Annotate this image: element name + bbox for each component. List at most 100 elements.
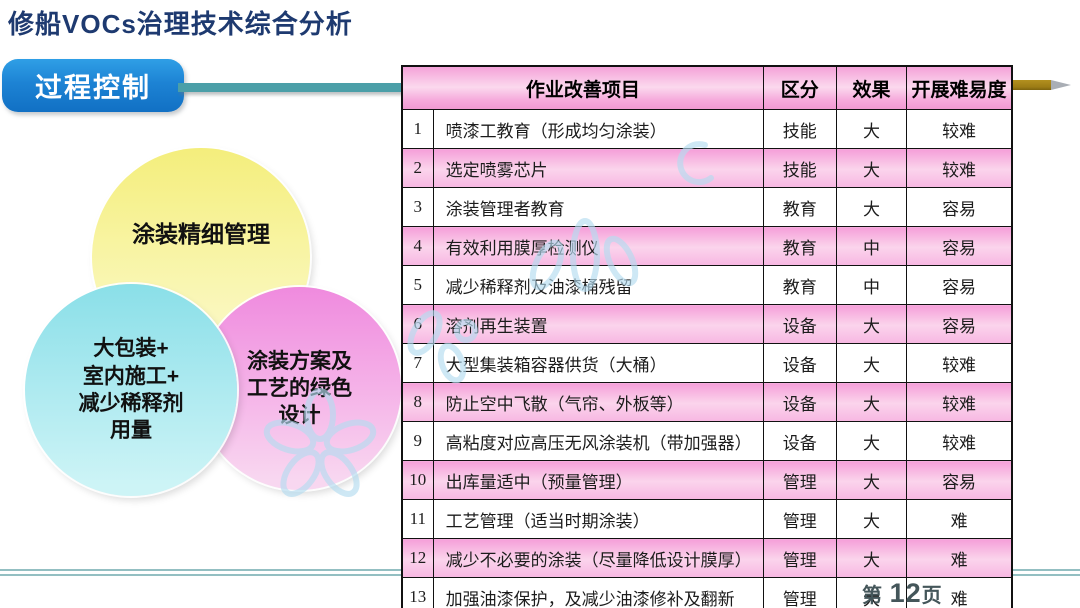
header-category: 区分 <box>762 65 837 110</box>
cell-index: 13 <box>401 577 434 608</box>
table-row: 10 出库量适中（预量管理） 管理大容易 <box>401 460 1013 500</box>
cell-index: 10 <box>401 460 434 500</box>
cell-category: 管理 <box>762 577 837 608</box>
cell-category: 教育 <box>762 187 837 227</box>
page-number: 第 12页 <box>862 578 943 608</box>
cell-effect: 大 <box>835 499 908 539</box>
cell-effect: 中 <box>835 265 908 305</box>
gold-arrow-bar <box>1013 80 1051 90</box>
cell-index: 3 <box>401 187 434 227</box>
cell-project: 减少不必要的涂装（尽量降低设计膜厚） <box>432 538 764 578</box>
cell-effect: 大 <box>835 304 908 344</box>
cell-index: 7 <box>401 343 434 383</box>
gold-arrow-tip <box>1051 80 1071 90</box>
cell-effect: 大 <box>835 109 908 149</box>
cell-project: 出库量适中（预量管理） <box>432 460 764 500</box>
teal-connector-line <box>178 83 404 92</box>
cell-effect: 大 <box>835 577 908 608</box>
page-title: 修船VOCs治理技术综合分析 <box>8 9 353 39</box>
table-row: 3 涂装管理者教育 教育大容易 <box>401 187 1013 227</box>
venn-circle-green-design-label: 涂装方案及 工艺的绿色 设计 <box>247 349 352 428</box>
header-project: 作业改善项目 <box>401 65 764 110</box>
table-row: 6 溶剂再生装置 设备大容易 <box>401 304 1013 344</box>
cell-project: 溶剂再生装置 <box>432 304 764 344</box>
cell-project: 加强油漆保护，及减少油漆修补及翻新 <box>432 577 764 608</box>
cell-category: 教育 <box>762 265 837 305</box>
cell-project: 工艺管理（适当时期涂装） <box>432 499 764 539</box>
venn-circle-big-package-label: 大包装+ 室内施工+ 减少稀释剂 用量 <box>78 337 184 443</box>
banner-label: 过程控制 <box>35 73 151 103</box>
cell-difficulty: 容易 <box>906 226 1013 266</box>
cell-index: 4 <box>401 226 434 266</box>
cell-project: 喷漆工教育（形成均匀涂装） <box>432 109 764 149</box>
cell-effect: 大 <box>835 460 908 500</box>
header-difficulty: 开展难易度 <box>906 65 1013 110</box>
venn-circle-big-package: 大包装+ 室内施工+ 减少稀释剂 用量 <box>25 284 237 496</box>
table-row: 5 减少稀释剂及油漆桶残留 教育中容易 <box>401 265 1013 305</box>
table-row: 12 减少不必要的涂装（尽量降低设计膜厚） 管理大难 <box>401 538 1013 578</box>
table-row: 7 大型集装箱容器供货（大桶） 设备大较难 <box>401 343 1013 383</box>
cell-effect: 中 <box>835 226 908 266</box>
cell-index: 12 <box>401 538 434 578</box>
cell-difficulty: 容易 <box>906 265 1013 305</box>
table-row: 4 有效利用膜厚检测仪 教育中容易 <box>401 226 1013 266</box>
venn-circle-fine-management-label: 涂装精细管理 <box>132 221 270 248</box>
process-control-banner: 过程控制 <box>2 59 184 112</box>
cell-index: 5 <box>401 265 434 305</box>
cell-category: 技能 <box>762 148 837 188</box>
cell-effect: 大 <box>835 187 908 227</box>
cell-category: 设备 <box>762 304 837 344</box>
cell-project: 高粘度对应高压无风涂装机（带加强器） <box>432 421 764 461</box>
cell-category: 技能 <box>762 109 837 149</box>
table-row: 2 选定喷雾芯片 技能大较难 <box>401 148 1013 188</box>
cell-category: 教育 <box>762 226 837 266</box>
improvement-table: 作业改善项目 区分 效果 开展难易度 1 喷漆工教育（形成均匀涂装） 技能大较难 2 选… <box>401 65 1013 608</box>
cell-category: 管理 <box>762 499 837 539</box>
page-prefix: 第 <box>862 585 890 607</box>
cell-project: 选定喷雾芯片 <box>432 148 764 188</box>
cell-index: 1 <box>401 109 434 149</box>
cell-difficulty: 较难 <box>906 148 1013 188</box>
cell-effect: 大 <box>835 148 908 188</box>
cell-difficulty: 难 <box>906 538 1013 578</box>
table-row: 13 加强油漆保护，及减少油漆修补及翻新 管理大难 <box>401 577 1013 608</box>
cell-project: 减少稀释剂及油漆桶残留 <box>432 265 764 305</box>
cell-difficulty: 容易 <box>906 304 1013 344</box>
cell-index: 9 <box>401 421 434 461</box>
table-row: 1 喷漆工教育（形成均匀涂装） 技能大较难 <box>401 109 1013 149</box>
header-effect: 效果 <box>835 65 908 110</box>
cell-index: 6 <box>401 304 434 344</box>
table-row: 9 高粘度对应高压无风涂装机（带加强器） 设备大较难 <box>401 421 1013 461</box>
cell-difficulty: 难 <box>906 577 1013 608</box>
cell-difficulty: 难 <box>906 499 1013 539</box>
cell-project: 防止空中飞散（气帘、外板等） <box>432 382 764 422</box>
cell-category: 设备 <box>762 343 837 383</box>
table-row: 11 工艺管理（适当时期涂装） 管理大难 <box>401 499 1013 539</box>
cell-effect: 大 <box>835 538 908 578</box>
cell-effect: 大 <box>835 343 908 383</box>
table-body: 1 喷漆工教育（形成均匀涂装） 技能大较难 2 选定喷雾芯片 技能大较难 3 涂装管理者教育教… <box>401 109 1013 608</box>
page-value: 12 <box>889 578 922 608</box>
cell-difficulty: 较难 <box>906 421 1013 461</box>
table-header-row: 作业改善项目 区分 效果 开展难易度 <box>401 65 1013 110</box>
cell-difficulty: 较难 <box>906 109 1013 149</box>
cell-effect: 大 <box>835 421 908 461</box>
cell-difficulty: 容易 <box>906 460 1013 500</box>
table-row: 8 防止空中飞散（气帘、外板等） 设备大较难 <box>401 382 1013 422</box>
gold-arrow-icon <box>1013 80 1071 90</box>
cell-index: 11 <box>401 499 434 539</box>
cell-difficulty: 较难 <box>906 343 1013 383</box>
cell-project: 大型集装箱容器供货（大桶） <box>432 343 764 383</box>
cell-category: 管理 <box>762 460 837 500</box>
cell-difficulty: 较难 <box>906 382 1013 422</box>
cell-index: 2 <box>401 148 434 188</box>
cell-category: 设备 <box>762 421 837 461</box>
page-suffix: 页 <box>921 585 943 607</box>
cell-index: 8 <box>401 382 434 422</box>
cell-effect: 大 <box>835 382 908 422</box>
cell-category: 管理 <box>762 538 837 578</box>
cell-difficulty: 容易 <box>906 187 1013 227</box>
cell-project: 有效利用膜厚检测仪 <box>432 226 764 266</box>
cell-project: 涂装管理者教育 <box>432 187 764 227</box>
